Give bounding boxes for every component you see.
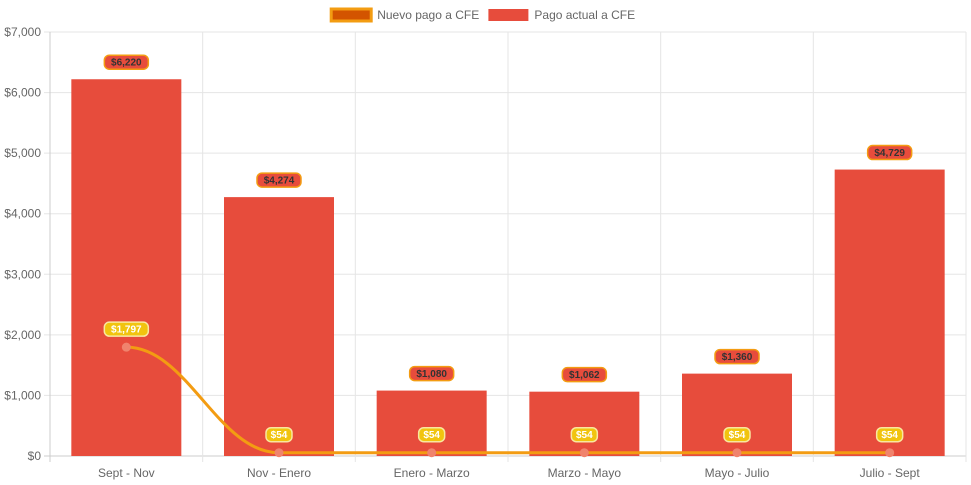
data-label-text: $54 xyxy=(881,430,898,441)
data-label: $4,274 xyxy=(256,172,302,188)
line-point[interactable] xyxy=(579,448,589,458)
data-label: $54 xyxy=(265,426,293,443)
data-label: $54 xyxy=(570,426,599,443)
data-label-text: $4,729 xyxy=(874,148,905,159)
x-tick-label: Mayo - Julio xyxy=(705,466,770,480)
data-label: $54 xyxy=(417,426,446,443)
bar[interactable] xyxy=(834,169,945,456)
data-label-text: $1,080 xyxy=(416,369,447,380)
data-label-box xyxy=(570,426,599,443)
data-label-text: $54 xyxy=(576,430,593,441)
series-line xyxy=(126,345,890,455)
line-point[interactable] xyxy=(121,342,131,352)
data-label: $1,062 xyxy=(561,366,608,383)
y-tick-label: $1,000 xyxy=(4,388,41,402)
data-labels: $6,220 $4,274 $1,080 $1,062 $1,360 $4,729 $1,7… xyxy=(103,54,913,443)
line-point[interactable] xyxy=(885,448,895,458)
data-label-text: $54 xyxy=(729,430,746,441)
line-point[interactable] xyxy=(274,448,284,458)
data-label-text: $4,274 xyxy=(264,176,295,187)
data-label-box xyxy=(866,144,913,161)
data-label-box xyxy=(103,321,150,337)
data-label: $1,360 xyxy=(714,348,760,365)
x-tick-label: Enero - Marzo xyxy=(394,466,470,480)
data-label-box xyxy=(417,426,446,443)
y-tick-label: $4,000 xyxy=(4,207,41,221)
legend-label: Pago actual a CFE xyxy=(534,8,635,22)
line-point[interactable] xyxy=(732,448,742,458)
bar[interactable] xyxy=(376,390,487,456)
data-label: $1,080 xyxy=(408,365,455,382)
data-label-box xyxy=(714,348,760,365)
x-tick-label: Marzo - Mayo xyxy=(548,466,622,480)
data-label-box xyxy=(103,54,150,70)
data-label: $54 xyxy=(723,426,751,443)
data-label-box xyxy=(561,366,608,383)
data-label: $54 xyxy=(875,426,904,443)
data-label-box xyxy=(256,172,302,188)
bar[interactable] xyxy=(224,197,334,456)
x-tick-label: Julio - Sept xyxy=(860,466,921,480)
data-label-box xyxy=(875,426,904,443)
data-label: $6,220 xyxy=(103,54,150,70)
y-tick-label: $7,000 xyxy=(4,25,41,39)
grid xyxy=(44,31,967,462)
y-tick-label: $2,000 xyxy=(4,328,41,342)
data-label-text: $6,220 xyxy=(111,58,142,69)
data-label-box xyxy=(723,426,751,443)
x-tick-label: Nov - Enero xyxy=(247,466,311,480)
y-tick-label: $0 xyxy=(28,449,42,463)
legend[interactable]: Nuevo pago a CFE Pago actual a CFE xyxy=(329,7,635,23)
data-label-text: $1,797 xyxy=(111,325,142,336)
bar[interactable] xyxy=(529,391,640,456)
legend-swatch xyxy=(488,9,529,21)
y-tick-label: $5,000 xyxy=(4,146,41,160)
line-point[interactable] xyxy=(427,448,437,458)
axes: $0 $1,000 $2,000 $3,000 $4,000 $5,000 $6,000 $7… xyxy=(4,25,920,480)
bar[interactable] xyxy=(682,373,792,456)
data-label-text: $54 xyxy=(271,430,288,441)
bar[interactable] xyxy=(71,79,182,456)
legend-item[interactable]: Pago actual a CFE xyxy=(488,8,635,22)
y-tick-label: $3,000 xyxy=(4,267,41,281)
data-label-text: $1,360 xyxy=(722,352,753,363)
data-label-text: $1,062 xyxy=(569,370,600,381)
data-label-box xyxy=(408,365,455,382)
data-label-box xyxy=(265,426,293,443)
data-label: $1,797 xyxy=(103,321,150,337)
legend-swatch xyxy=(329,7,373,23)
data-label: $4,729 xyxy=(866,144,913,161)
line-series xyxy=(121,342,895,458)
y-tick-label: $6,000 xyxy=(4,86,41,100)
legend-item[interactable]: Nuevo pago a CFE xyxy=(329,7,479,23)
legend-label: Nuevo pago a CFE xyxy=(377,8,479,22)
x-tick-label: Sept - Nov xyxy=(98,466,155,480)
data-label-text: $54 xyxy=(423,430,440,441)
